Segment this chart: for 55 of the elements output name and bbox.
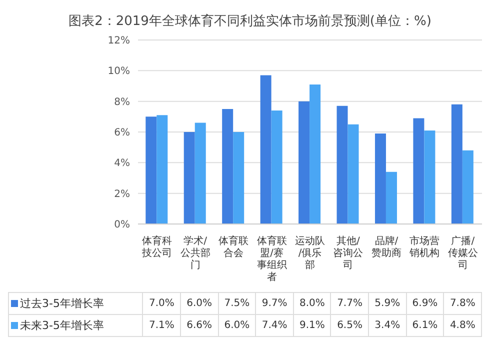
x-tick-label: 广播/传媒公司 <box>448 235 478 271</box>
data-label: 6.0% <box>218 314 256 336</box>
bar <box>184 132 195 224</box>
bar <box>156 115 168 224</box>
data-label: 7.5% <box>218 292 256 314</box>
data-label: 8.0% <box>293 292 331 314</box>
data-label: 7.7% <box>330 292 369 314</box>
bar <box>424 130 436 224</box>
y-tick-label: 2% <box>114 188 130 200</box>
data-label: 4.8% <box>444 314 482 336</box>
x-tick-label: 体育联盟/赛事组织者 <box>256 235 287 283</box>
bar <box>222 109 234 224</box>
data-label: 6.0% <box>180 292 218 314</box>
data-label: 6.1% <box>406 314 444 336</box>
legend-label: 未来3-5年增长率 <box>8 314 143 336</box>
bar <box>146 116 157 224</box>
bar <box>310 84 321 224</box>
x-tick-label: 市场营销机构 <box>408 235 440 259</box>
x-tick-label: 体育联合会 <box>218 235 249 259</box>
legend-label: 过去3-5年增长率 <box>8 292 143 314</box>
y-tick-label: 12% <box>108 36 130 47</box>
data-label: 7.8% <box>444 292 482 314</box>
bar <box>348 124 359 224</box>
bar <box>194 122 206 224</box>
bar <box>413 118 424 224</box>
chart-title: 图表2：2019年全球体育不同利益实体市场前景预测(单位：%) <box>68 12 432 31</box>
data-label: 5.9% <box>368 292 406 314</box>
data-label: 6.5% <box>330 314 369 336</box>
data-label: 3.4% <box>368 314 406 336</box>
bar <box>336 106 348 224</box>
bar <box>298 101 310 224</box>
x-tick-label: 品牌/赞助商 <box>371 235 402 259</box>
bar <box>374 134 386 224</box>
bar <box>271 110 282 224</box>
data-label: 9.7% <box>256 292 294 314</box>
bar <box>233 132 244 224</box>
x-tick-label: 学术/公共部门 <box>180 235 210 271</box>
data-label: 7.4% <box>256 314 294 336</box>
bar <box>462 150 474 224</box>
y-tick-label: 8% <box>114 96 130 108</box>
data-label: 7.0% <box>142 292 181 314</box>
data-label: 6.9% <box>406 292 444 314</box>
data-label: 6.6% <box>180 314 218 336</box>
bar <box>451 104 462 224</box>
y-tick-label: 6% <box>114 128 130 139</box>
y-tick-label: 4% <box>114 158 130 170</box>
y-tick-label: 0% <box>114 220 130 231</box>
x-tick-label: 其他/咨询公司 <box>333 235 364 271</box>
data-label: 9.1% <box>293 314 331 336</box>
bar <box>260 75 272 224</box>
bar <box>386 172 397 224</box>
x-tick-label: 运动队/俱乐部 <box>295 235 325 271</box>
data-label: 7.1% <box>142 314 181 336</box>
x-tick-label: 体育科技公司 <box>141 235 172 259</box>
y-tick-label: 10% <box>108 66 130 78</box>
